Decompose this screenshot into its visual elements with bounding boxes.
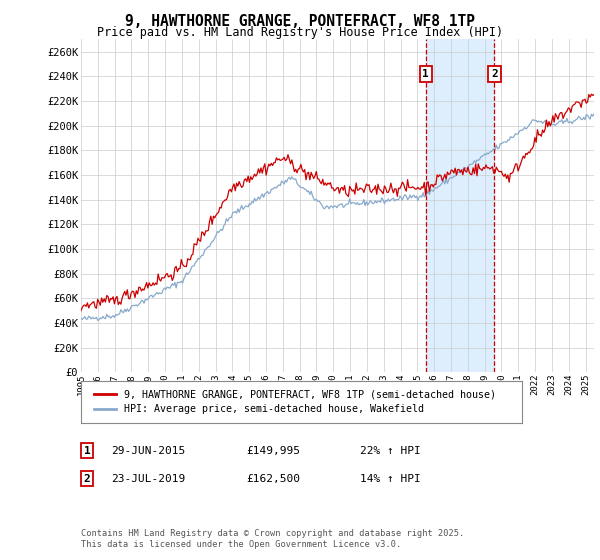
Text: 2: 2	[491, 69, 498, 79]
Text: 23-JUL-2019: 23-JUL-2019	[111, 474, 185, 484]
Text: 1: 1	[422, 69, 429, 79]
Text: Price paid vs. HM Land Registry's House Price Index (HPI): Price paid vs. HM Land Registry's House …	[97, 26, 503, 39]
Text: 14% ↑ HPI: 14% ↑ HPI	[360, 474, 421, 484]
Text: £149,995: £149,995	[246, 446, 300, 456]
Text: 22% ↑ HPI: 22% ↑ HPI	[360, 446, 421, 456]
Bar	[426, 39, 494, 372]
Legend: 9, HAWTHORNE GRANGE, PONTEFRACT, WF8 1TP (semi-detached house), HPI: Average pri: 9, HAWTHORNE GRANGE, PONTEFRACT, WF8 1TP…	[91, 385, 500, 418]
Text: 2: 2	[83, 474, 91, 484]
Text: 1: 1	[83, 446, 91, 456]
Text: £162,500: £162,500	[246, 474, 300, 484]
Text: 9, HAWTHORNE GRANGE, PONTEFRACT, WF8 1TP: 9, HAWTHORNE GRANGE, PONTEFRACT, WF8 1TP	[125, 14, 475, 29]
Text: 29-JUN-2015: 29-JUN-2015	[111, 446, 185, 456]
Text: Contains HM Land Registry data © Crown copyright and database right 2025.
This d: Contains HM Land Registry data © Crown c…	[81, 529, 464, 549]
